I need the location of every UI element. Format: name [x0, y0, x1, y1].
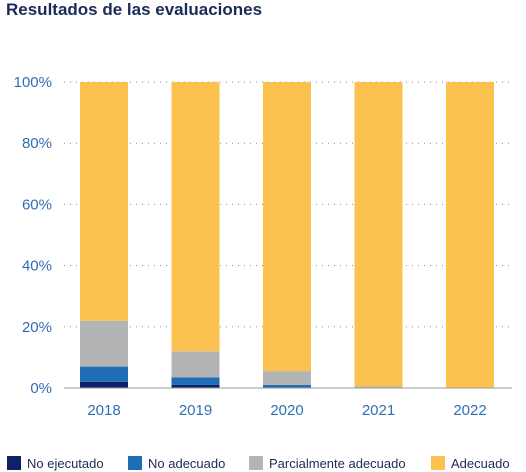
- y-tick-label: 80%: [22, 135, 52, 152]
- bar-segment: [263, 384, 311, 388]
- bar-segment: [171, 384, 220, 388]
- y-tick-label: 20%: [22, 319, 52, 336]
- chart-title: Resultados de las evaluaciones: [6, 0, 262, 19]
- y-tick-label: 0%: [30, 380, 52, 397]
- legend-label: Parcialmente adecuado: [269, 456, 406, 471]
- y-axis-ticks: 0% 20% 40% 60% 80% 100%: [14, 74, 52, 397]
- x-tick-label: 2022: [453, 402, 486, 419]
- legend-label: Adecuado: [451, 456, 510, 471]
- bar-segment: [171, 377, 220, 385]
- bar-segment: [80, 381, 128, 388]
- legend: No ejecutado No adecuado Parcialmente adec…: [7, 456, 510, 471]
- x-tick-label: 2018: [87, 402, 120, 419]
- legend-label: No adecuado: [148, 456, 225, 471]
- legend-swatch: [7, 456, 21, 470]
- y-tick-label: 100%: [14, 74, 52, 91]
- bar-segment: [354, 386, 403, 388]
- legend-label: No ejecutado: [27, 456, 104, 471]
- bar-segment: [446, 82, 494, 388]
- bar-segment: [80, 82, 128, 321]
- legend-swatch: [249, 456, 263, 470]
- bar-segment: [354, 82, 403, 387]
- bar-segment: [80, 366, 128, 382]
- y-tick-label: 60%: [22, 196, 52, 213]
- legend-swatch: [128, 456, 142, 470]
- legend-swatch: [431, 456, 445, 470]
- x-tick-label: 2020: [270, 402, 303, 419]
- x-tick-label: 2019: [179, 402, 212, 419]
- bar-segment: [263, 371, 311, 385]
- bars: [80, 82, 494, 388]
- x-tick-label: 2021: [362, 402, 395, 419]
- x-axis-ticks: 2018 2019 2020 2021 2022: [87, 402, 486, 419]
- bar-segment: [171, 351, 220, 378]
- y-tick-label: 40%: [22, 258, 52, 275]
- bar-segment: [263, 82, 311, 372]
- bar-segment: [80, 320, 128, 367]
- bar-segment: [171, 82, 220, 352]
